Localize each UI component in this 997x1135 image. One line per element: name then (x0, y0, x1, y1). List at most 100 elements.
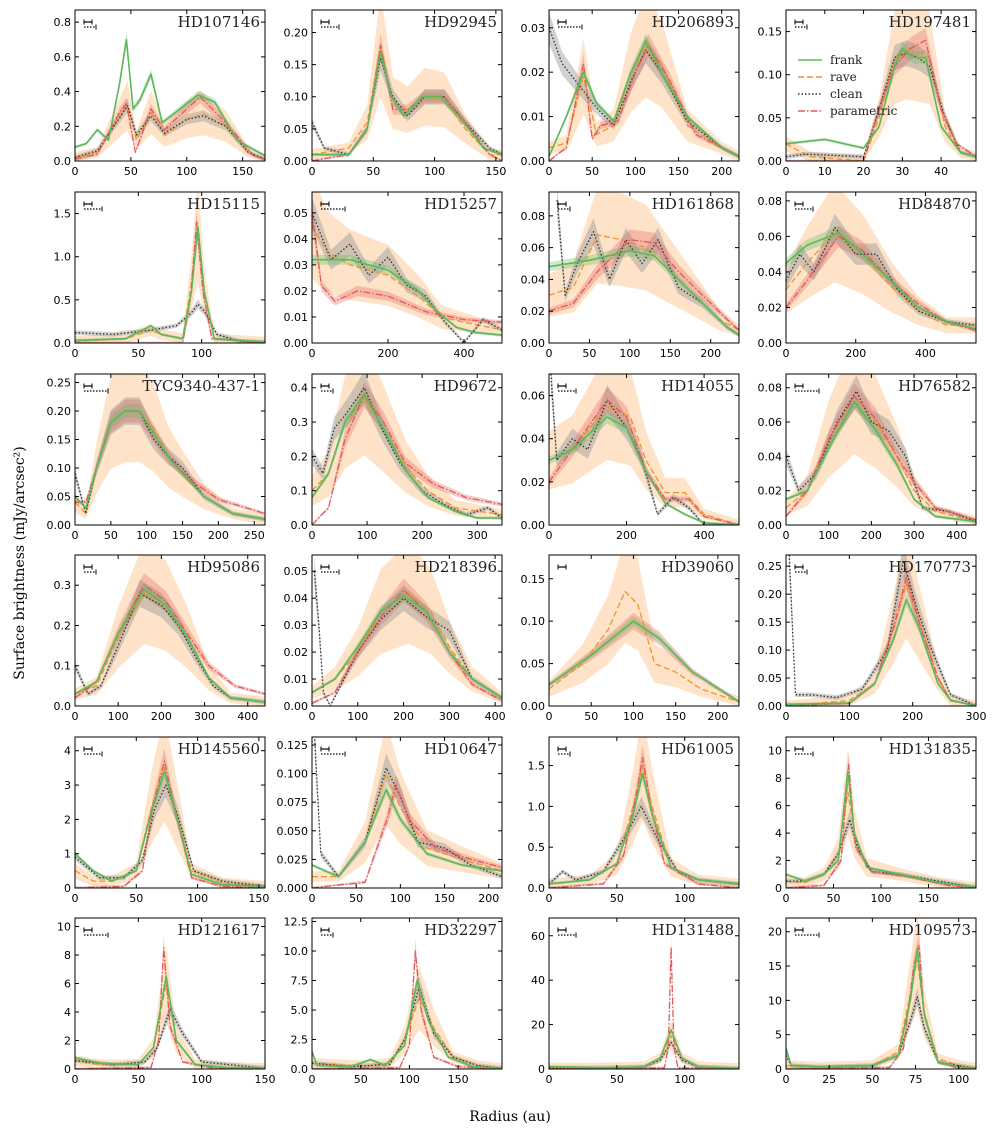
parametric-uncertainty-band (549, 934, 739, 1069)
y-tick-label: 0.00 (521, 337, 546, 350)
x-tick-label: 200 (700, 347, 721, 360)
x-tick-label: 300 (904, 529, 925, 542)
panel-title: HD14055 (661, 377, 734, 395)
clean-series-line (313, 571, 502, 706)
parametric-series-line (786, 39, 976, 161)
panel-title: HD218396 (415, 558, 497, 576)
panel-frame (311, 736, 503, 889)
panel-title: HD145560 (178, 740, 260, 758)
rave-series-line (312, 592, 502, 699)
y-tick-label: 0.0 (291, 1063, 309, 1076)
clean-series-line (549, 805, 739, 885)
panel-frame (74, 191, 266, 344)
y-tick-label: 2 (775, 855, 782, 868)
clean-series-line (312, 212, 502, 343)
clean-series-line (786, 226, 976, 326)
y-tick-label: 2 (64, 1035, 71, 1048)
panel-HD145560: 0 50 100 150 0 1 2 3 4 HD145560 (64, 736, 269, 905)
parametric-series-line (312, 950, 502, 1069)
y-tick-label: 0.05 (758, 672, 783, 685)
panel-frame (548, 736, 740, 889)
rave-series-line (312, 44, 502, 156)
panel-title: HD76582 (898, 377, 971, 395)
panel-frame (548, 917, 740, 1070)
x-tick-label: 150 (434, 892, 455, 905)
panel-HD107146: 0 50 100 150 0.0 0.2 0.4 0.6 0.8 HD107146 (54, 9, 266, 178)
x-tick-label: 10 (818, 165, 832, 178)
x-tick-label: 150 (172, 529, 193, 542)
x-tick-label: 0 (783, 165, 790, 178)
x-tick-label: 0 (309, 892, 316, 905)
x-tick-label: 100 (839, 710, 860, 723)
y-tick-label: 0.15 (47, 434, 72, 447)
frank-uncertainty-band (75, 404, 265, 521)
x-tick-label: 0 (546, 1073, 553, 1086)
parametric-series-line (312, 784, 502, 888)
rave-uncertainty-band (312, 966, 502, 1069)
frank-series-line (312, 979, 502, 1069)
panel-HD76582: 0 100 200 300 400 0.00 0.02 0.04 0.06 0.08 HD76582 (758, 373, 977, 542)
clean-uncertainty-band (549, 11, 739, 159)
x-tick-label: 50 (131, 1073, 145, 1086)
rave-uncertainty-band (786, 374, 976, 525)
y-tick-label: 0.25 (47, 377, 72, 390)
x-tick-label: 100 (625, 165, 646, 178)
y-tick-label: 0.0 (54, 155, 72, 168)
rave-uncertainty-band (549, 555, 739, 706)
y-tick-label: 0.06 (521, 390, 546, 403)
panel-HD170773: 0 100 200 300 0.00 0.05 0.10 0.15 0.20 0.25 HD1707… (758, 554, 987, 723)
x-tick-label: 150 (668, 165, 689, 178)
panel-frame (548, 191, 740, 344)
y-tick-label: 0.04 (284, 233, 309, 246)
x-tick-label: 100 (136, 529, 157, 542)
x-tick-label: 25 (822, 1073, 836, 1086)
y-tick-label: 6 (775, 800, 782, 813)
x-tick-label: 0 (546, 347, 553, 360)
panel-frame (74, 917, 266, 1070)
y-tick-label: 0.025 (277, 853, 309, 866)
frank-series-line (75, 770, 265, 888)
y-tick-label: 0.02 (284, 646, 309, 659)
rave-series-line (786, 958, 976, 1069)
y-tick-label: 1.5 (528, 760, 546, 773)
parametric-uncertainty-band (549, 387, 739, 525)
rave-series-line (549, 405, 739, 525)
y-tick-label: 0.15 (521, 573, 546, 586)
y-tick-label: 0 (64, 882, 71, 895)
x-tick-label: 0 (72, 1073, 79, 1086)
parametric-series-line (786, 395, 976, 521)
rave-uncertainty-band (75, 80, 265, 161)
panel-title: HD61005 (661, 740, 734, 758)
y-tick-label: 8 (64, 949, 71, 962)
y-tick-label: 4 (64, 1006, 71, 1019)
y-tick-label: 0.00 (284, 337, 309, 350)
x-tick-label: 200 (412, 529, 433, 542)
parametric-uncertainty-band (75, 573, 265, 700)
x-tick-label: 400 (694, 529, 715, 542)
y-tick-label: 4 (64, 745, 71, 758)
panel-title: HD15115 (187, 195, 260, 213)
y-tick-label: 0.15 (758, 616, 783, 629)
y-tick-label: 0.06 (758, 230, 783, 243)
y-tick-label: 0.4 (291, 382, 309, 395)
x-tick-label: 400 (454, 347, 475, 360)
y-tick-label: 0.00 (521, 155, 546, 168)
x-tick-label: 50 (585, 165, 599, 178)
y-tick-label: 2 (64, 813, 71, 826)
legend: frank rave clean parametric (798, 53, 898, 118)
x-tick-label: 50 (584, 710, 598, 723)
y-tick-label: 0.2 (54, 619, 72, 632)
y-tick-label: 0.2 (291, 450, 309, 463)
panel-TYC9340-437-1: 0 50 100 150 200 250 0.00 0.05 0.10 0.15 0.20 0.25 T… (47, 373, 266, 542)
y-tick-label: 0.05 (284, 207, 309, 220)
rave-uncertainty-band (75, 737, 265, 888)
y-tick-label: 10 (768, 745, 782, 758)
y-tick-label: 0.4 (54, 86, 72, 99)
y-tick-label: 10 (768, 994, 782, 1007)
rave-uncertainty-band (786, 10, 976, 161)
y-tick-label: 0.00 (521, 519, 546, 532)
frank-uncertainty-band (312, 254, 502, 337)
panel-frame (548, 9, 740, 162)
rave-uncertainty-band (312, 555, 502, 704)
rave-uncertainty-band (312, 192, 502, 336)
